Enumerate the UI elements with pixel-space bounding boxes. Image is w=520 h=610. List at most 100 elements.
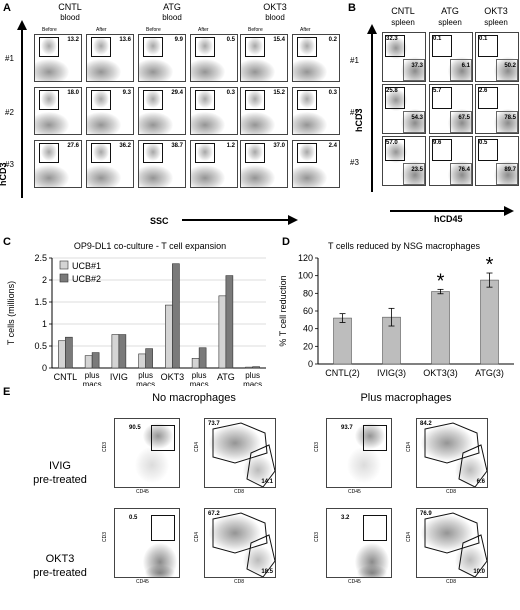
after-label: After — [300, 27, 311, 33]
axis-label-cd45: CD45 — [348, 489, 361, 495]
cell-population — [299, 143, 315, 161]
cd3-gate — [195, 90, 215, 110]
cd4-cd8-gates — [424, 512, 487, 577]
cell-population — [135, 447, 169, 483]
row-label-ivig: IVIG — [48, 460, 71, 472]
cell-population — [41, 37, 57, 55]
cell-population — [293, 112, 327, 134]
cd8-gate — [246, 534, 275, 577]
x-tick-label: macs — [136, 380, 155, 386]
cd45-gate — [403, 59, 425, 81]
gate-percentage: 9.3 — [122, 90, 131, 96]
cd3-gate — [385, 87, 405, 109]
cell-population — [197, 90, 213, 108]
y-tick-label: 60 — [303, 306, 313, 316]
bar — [58, 340, 66, 369]
cell-population — [385, 141, 407, 163]
gate-percentage: 0.3 — [226, 90, 235, 96]
cd45-gate — [496, 111, 518, 133]
facs-plot: 37.0 — [240, 140, 288, 188]
after-label: After — [198, 27, 209, 33]
facs-plot: 32.3 37.3 — [382, 32, 426, 82]
axis-label-cd8: CD8 — [234, 579, 245, 585]
cell-population — [139, 112, 173, 134]
cell-population — [401, 109, 425, 133]
panel-a-x-axis-title: SSC — [150, 216, 169, 226]
facs-plot: 0.5 89.7 — [475, 136, 519, 186]
significance-marker: * — [437, 270, 445, 292]
row-label: #2 — [350, 108, 359, 117]
panel-c-label: C — [3, 236, 11, 248]
cell-population — [191, 165, 225, 187]
cell-population — [357, 565, 387, 577]
y-tick-label: 80 — [303, 288, 313, 298]
cell-population — [35, 165, 69, 187]
panel-a-label: A — [3, 2, 11, 14]
row-label-okt3-sub: pre-treated — [33, 567, 87, 579]
cd45-gate — [403, 163, 425, 185]
panel-a-group-title: ATG — [163, 2, 181, 12]
gate-percentage: 29.4 — [171, 90, 183, 96]
row-label: #2 — [5, 108, 14, 117]
cd45-gate — [403, 111, 425, 133]
legend-swatch — [59, 260, 69, 270]
row-label-ivig-sub: pre-treated — [33, 474, 87, 486]
panel-b-y-arrow — [367, 24, 377, 192]
cell-population — [421, 515, 473, 551]
x-tick-label: plus — [245, 371, 260, 380]
facs-plot: 1.2 — [190, 140, 238, 188]
facs-plot: 0.3 — [292, 87, 340, 135]
panel-a-y-arrow — [17, 20, 27, 198]
gate-percentage: 23.5 — [411, 167, 423, 173]
bar — [118, 334, 127, 369]
cell-population — [35, 59, 69, 81]
gate-percentage: 5.7 — [433, 88, 442, 94]
cd3-gate — [39, 90, 59, 110]
after-label: After — [96, 27, 107, 33]
cell-population — [191, 59, 225, 81]
bar — [172, 263, 180, 369]
cd3-gate — [39, 143, 59, 163]
bar — [252, 366, 260, 369]
cd3-gate — [385, 35, 405, 57]
cell-population — [139, 165, 173, 187]
y-tick-label: 0.5 — [34, 341, 47, 351]
facs-plot-cd3-cd45: 0.5 — [114, 508, 180, 578]
col-title-no-macrophages: No macrophages — [152, 392, 236, 404]
facs-plot: 38.7 — [138, 140, 186, 188]
bar — [245, 366, 253, 369]
facs-plot: 0.5 — [190, 34, 238, 82]
cd3-gate — [91, 143, 111, 163]
x-tick-label: ATG(3) — [475, 368, 504, 378]
axis-label-cd4: CD4 — [406, 441, 412, 452]
cell-population — [145, 143, 161, 161]
panel-a-group-title: CNTL — [58, 2, 82, 12]
gate-percentage: 0.1 — [479, 36, 488, 42]
bar — [198, 347, 207, 369]
cd8-gate — [458, 444, 487, 487]
gate-percentage: 15.4 — [273, 37, 285, 43]
bar — [431, 291, 450, 365]
gate-percentage: 57.0 — [386, 140, 398, 146]
row-label: #3 — [350, 158, 359, 167]
panel-b-group-sub: spleen — [438, 18, 462, 27]
cell-population — [448, 57, 472, 81]
panel-c-chart: OP9-DL1 co-culture - T cell expansion 0 0.… — [6, 241, 266, 386]
bar — [138, 353, 146, 369]
y-tick-label: 0 — [308, 359, 313, 369]
gate-percentage: 3.2 — [341, 515, 350, 521]
x-tick-label: plus — [85, 371, 100, 380]
gate-percentage: 13.2 — [67, 37, 79, 43]
row-label: #3 — [5, 160, 14, 169]
row-label: #1 — [5, 54, 14, 63]
gate-percentage: 25.8 — [386, 88, 398, 94]
facs-plot: 9.3 — [86, 87, 134, 135]
cd3-gate — [195, 143, 215, 163]
axis-label-cd45: CD45 — [136, 489, 149, 495]
panel-c-title: OP9-DL1 co-culture - T cell expansion — [74, 241, 226, 251]
x-tick-label: IVIG(3) — [377, 368, 406, 378]
cell-population — [197, 37, 213, 55]
gate-percentage: 76.9 — [420, 511, 432, 517]
cell-population — [139, 59, 173, 81]
cd3-gate — [297, 37, 317, 57]
